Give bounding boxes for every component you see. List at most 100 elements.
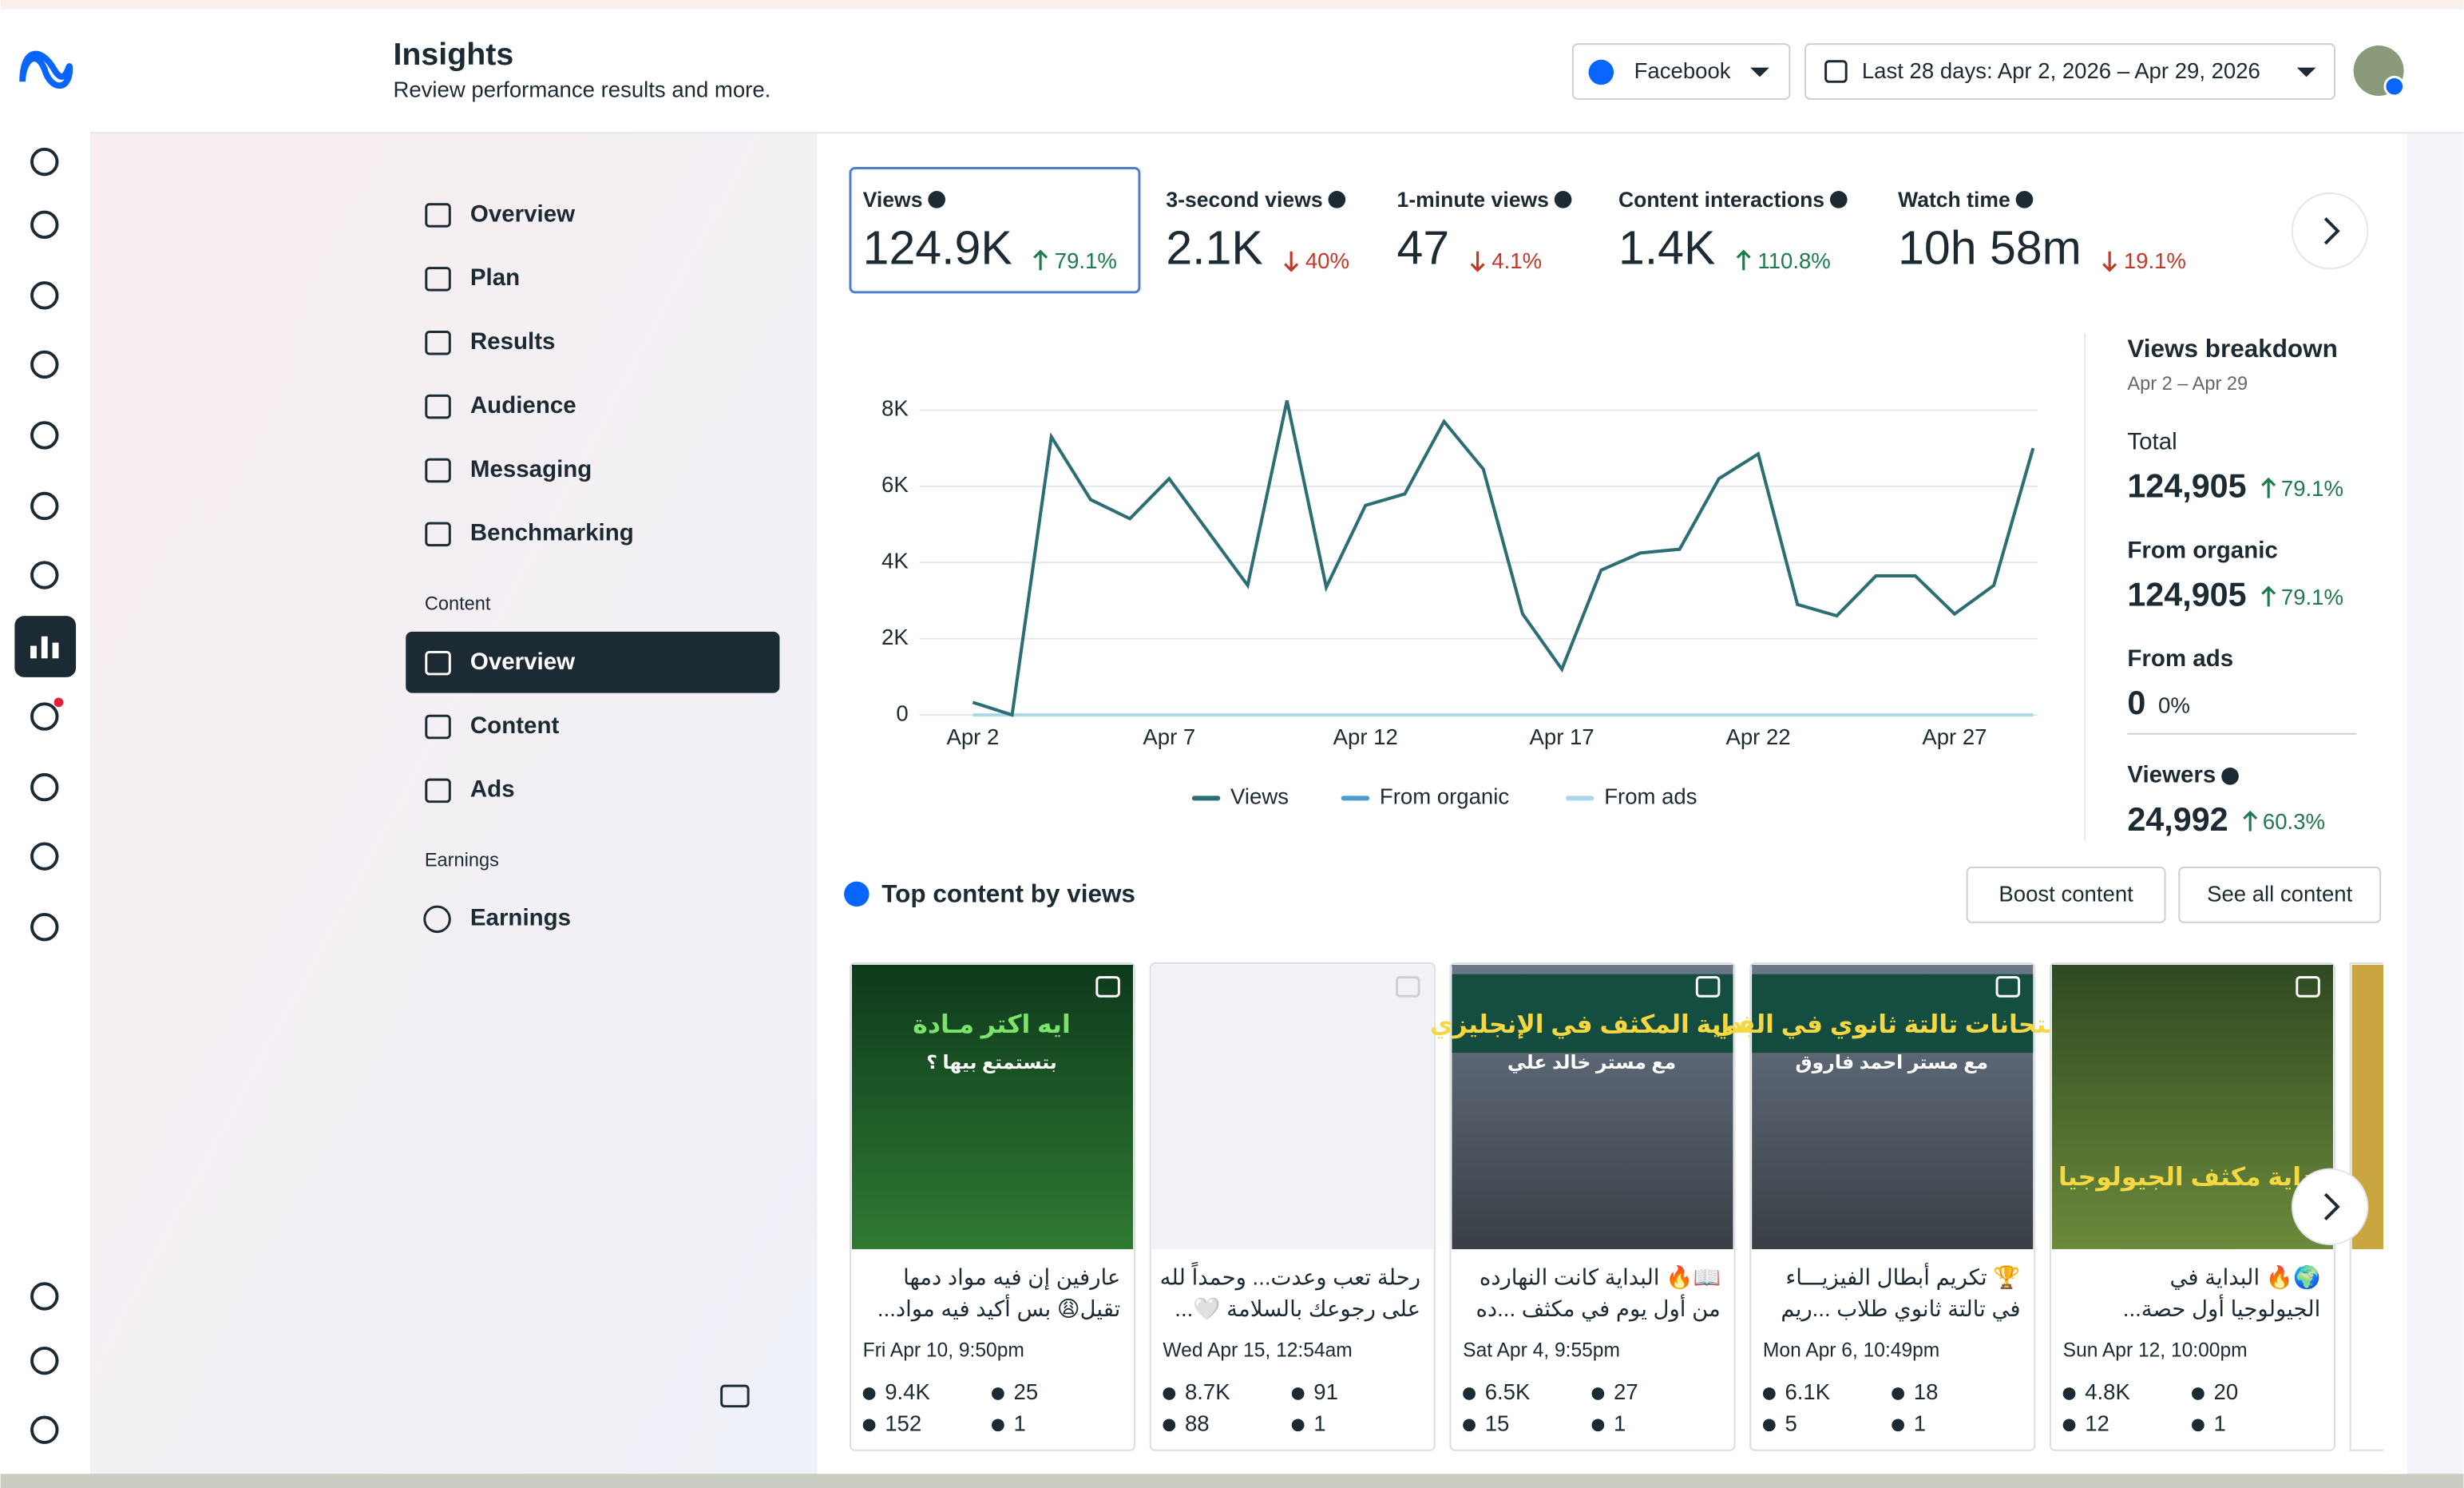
breakdown-value: 0 [2127, 684, 2145, 721]
stat-icon [992, 1419, 1004, 1432]
series-line [972, 400, 2035, 717]
nav-icon [425, 331, 451, 355]
stat-icon [862, 1419, 876, 1432]
breakdown-label: Viewers [2127, 762, 2216, 788]
rail-icon[interactable] [30, 1346, 59, 1375]
post-text: رحلة تعب وعدت... وحمداً لله [1160, 1262, 1420, 1291]
nav-item: Content [470, 712, 560, 739]
metric-label: 3-second views [1166, 188, 1322, 212]
arrow-up [1033, 249, 1048, 271]
stat-icon [1163, 1419, 1176, 1432]
thumbnail-text: مع مستر خالد علي [1507, 1053, 1676, 1073]
date-dropdown[interactable] [1804, 43, 2336, 100]
rail-icon[interactable] [30, 147, 59, 177]
nav-item: Overview [470, 649, 575, 675]
stat-icon [1762, 1387, 1776, 1400]
arrow-down [1284, 251, 1299, 272]
post-stat: 9.4K [885, 1379, 930, 1404]
breakdown-label: From ads [2127, 645, 2233, 672]
nav-selected[interactable] [406, 631, 780, 693]
collapse-toggle[interactable] [720, 1384, 750, 1408]
post-stat: 88 [1185, 1411, 1210, 1436]
nav-item: Audience [470, 392, 576, 419]
breakdown-change: 79.1% [2281, 476, 2343, 501]
rail-icon[interactable] [30, 350, 59, 379]
metrics-next[interactable] [2291, 192, 2369, 270]
rail-icon[interactable] [30, 491, 59, 521]
rail-icon[interactable] [30, 842, 59, 871]
info-icon [1554, 191, 1572, 208]
posts-next[interactable] [2291, 1168, 2369, 1246]
info-icon [2015, 191, 2034, 208]
thumbnail-text: بداية مكثف الجيولوجيا [2058, 1163, 2325, 1192]
stat-icon [1291, 1419, 1305, 1432]
post-stat: 8.7K [1185, 1379, 1230, 1404]
rail-icon[interactable] [30, 702, 59, 731]
dropdown-caret [1750, 67, 1769, 77]
rail-icon[interactable] [30, 561, 59, 589]
x-tick-label: Apr 12 [1333, 724, 1398, 749]
button[interactable] [2178, 866, 2382, 923]
stat-icon [2062, 1387, 2076, 1400]
nav-icon [425, 458, 451, 483]
metric-selected[interactable] [849, 167, 1141, 294]
stat-icon [1463, 1387, 1476, 1400]
metric-change: 79.1% [1055, 248, 1117, 273]
metric-label: 1-minute views [1397, 188, 1549, 212]
x-tick-label: Apr 2 [946, 724, 999, 749]
stat-icon [2062, 1419, 2076, 1432]
stat-icon [2191, 1387, 2205, 1400]
post-stat: 5 [1785, 1411, 1797, 1436]
dropdown-caret [2296, 67, 2316, 77]
stat-icon [992, 1387, 1004, 1400]
button[interactable] [1966, 866, 2166, 923]
rail-icon[interactable] [30, 1282, 59, 1311]
rail-icon[interactable] [30, 210, 59, 240]
post-text: تقيل😩 بس أكيد فيه مواد... [877, 1294, 1120, 1322]
legend-label: From organic [1380, 784, 1509, 809]
date-range: Last 28 days: Apr 2, 2026 – Apr 29, 2026 [1862, 58, 2260, 83]
header-subtitle: Review performance results and more. [393, 77, 770, 101]
nav-icon [425, 522, 451, 547]
post-date: Sat Apr 4, 9:55pm [1463, 1339, 1620, 1361]
top-strip [0, 0, 2464, 10]
media-icon [1095, 976, 1120, 998]
post-text: 📖🔥 البداية كانت النهارده [1480, 1265, 1721, 1291]
post-stat: 6.5K [1485, 1379, 1531, 1404]
post-text: الجيولوجيا أول حصة... [2123, 1294, 2321, 1322]
post-text: 🏆 تكريم أبطال الفيزيـــاء [1785, 1263, 2020, 1291]
rail-icon[interactable] [30, 772, 59, 802]
metric-change: 4.1% [1491, 248, 1542, 273]
metric-value: 10h 58m [1898, 221, 2082, 274]
y-tick-label: 8K [881, 396, 909, 421]
post-stat: 6.1K [1785, 1379, 1830, 1404]
platform-dropdown[interactable] [1571, 43, 1791, 100]
breakdown-range: Apr 2 – Apr 29 [2127, 374, 2248, 395]
icon-rail [0, 0, 90, 1488]
facebook-icon [1588, 59, 1614, 85]
metric-change: 40% [1305, 248, 1349, 273]
post-text: من أول يوم في مكثف ...ده [1476, 1294, 1720, 1322]
rail-selected-icon [52, 642, 59, 659]
post-stat: 15 [1485, 1411, 1510, 1436]
arrow-down [2102, 251, 2117, 272]
nav-icon [425, 778, 451, 804]
nav-heading: Content [425, 594, 491, 615]
breakdown-value: 124,905 [2127, 576, 2246, 613]
meta-logo[interactable] [19, 50, 73, 89]
nav-item: Plan [470, 264, 520, 291]
rail-icon[interactable] [30, 281, 59, 310]
rail-icon[interactable] [30, 421, 59, 450]
rail-icon[interactable] [30, 1415, 59, 1444]
post-text: 🌍🔥 البداية في [2169, 1265, 2320, 1291]
nav-heading: Earnings [425, 850, 499, 871]
info-icon [2221, 768, 2239, 785]
post-stat: 27 [1614, 1379, 1638, 1404]
rail-icon[interactable] [30, 912, 59, 942]
legend-label: Views [1230, 784, 1289, 809]
taskbar [0, 1474, 2464, 1488]
stat-icon [1291, 1387, 1305, 1400]
x-tick-label: Apr 27 [1922, 724, 1987, 749]
thumbnail-text: بتستمتع بيها ؟ [926, 1053, 1056, 1073]
